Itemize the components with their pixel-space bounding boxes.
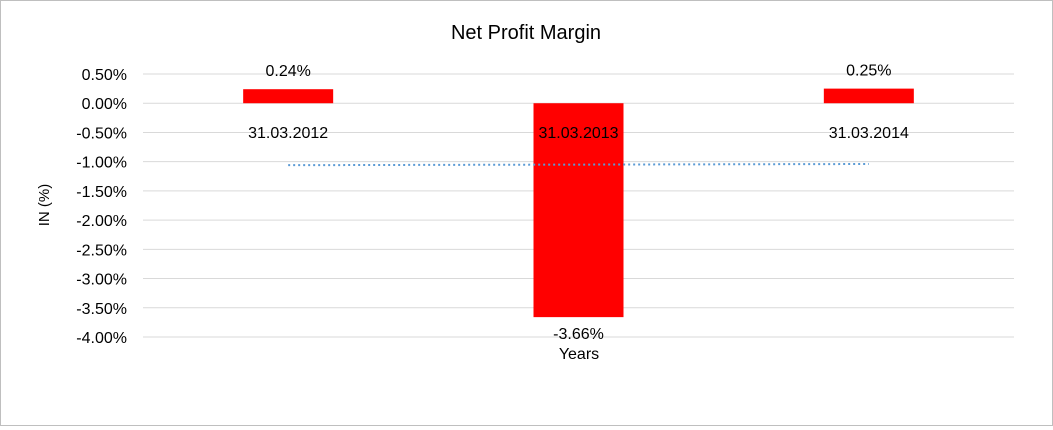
data-labels: 0.24% -3.66% 0.25% — [265, 63, 891, 344]
y-tick-label: -1.00% — [76, 155, 127, 172]
x-tick-labels: 31.03.2012 31.03.2013 31.03.2014 — [248, 125, 909, 142]
bar — [533, 103, 624, 318]
x-tick-label: 31.03.2012 — [248, 125, 328, 142]
data-label: -3.66% — [553, 326, 604, 343]
trendline-group — [288, 163, 869, 167]
bars — [243, 88, 914, 318]
x-tick-label: 31.03.2013 — [538, 125, 618, 142]
bar — [823, 88, 914, 104]
bar — [243, 89, 334, 104]
chart-title: Net Profit Margin — [451, 22, 601, 44]
y-tick-label: -4.00% — [76, 330, 127, 347]
x-axis-label: Years — [559, 346, 599, 363]
y-tick-label: -0.50% — [76, 125, 127, 142]
y-tick-label: -2.00% — [76, 213, 127, 230]
y-tick-label: -1.50% — [76, 184, 127, 201]
y-tick-label: 0.50% — [82, 67, 127, 84]
y-tick-label: -3.50% — [76, 301, 127, 318]
y-axis-label: IN (%) — [36, 184, 53, 227]
y-tick-labels: 0.50% 0.00% -0.50% -1.00% -1.50% -2.00% -2.50%… — [76, 67, 127, 347]
trendline — [288, 163, 869, 167]
data-label: 0.24% — [265, 63, 310, 80]
y-tick-label: 0.00% — [82, 96, 127, 113]
x-tick-label: 31.03.2014 — [829, 125, 909, 142]
data-label: 0.25% — [846, 63, 891, 80]
y-tick-label: -2.50% — [76, 242, 127, 259]
y-tick-label: -3.00% — [76, 272, 127, 289]
